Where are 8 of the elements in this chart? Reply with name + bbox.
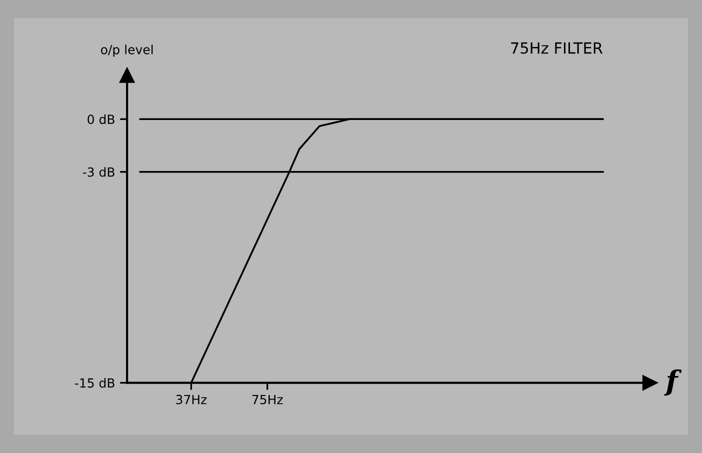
y-axis-title: o/p level (101, 44, 153, 57)
x-tick-label: 37Hz (176, 394, 207, 404)
chart-title: 75Hz FILTER (511, 42, 603, 54)
x-tick-label: 75Hz (252, 394, 283, 404)
y-tick-label: -3 dB (82, 167, 114, 177)
x-axis-title: f (664, 369, 682, 396)
y-tick-label: -15 dB (74, 378, 114, 388)
y-tick-label: 0 dB (88, 114, 114, 124)
